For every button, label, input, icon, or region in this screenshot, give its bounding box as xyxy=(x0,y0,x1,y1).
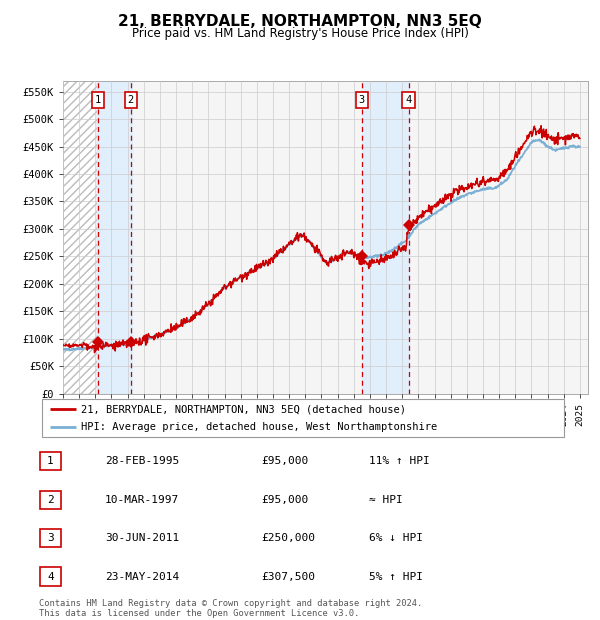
Text: £250,000: £250,000 xyxy=(261,533,315,543)
Bar xyxy=(63,81,97,394)
Text: 2: 2 xyxy=(128,95,134,105)
Text: 5% ↑ HPI: 5% ↑ HPI xyxy=(369,572,423,582)
Text: 2: 2 xyxy=(47,495,54,505)
Text: £95,000: £95,000 xyxy=(261,456,308,466)
Text: 6% ↓ HPI: 6% ↓ HPI xyxy=(369,533,423,543)
Bar xyxy=(97,81,131,394)
Text: 10-MAR-1997: 10-MAR-1997 xyxy=(105,495,179,505)
Text: £307,500: £307,500 xyxy=(261,572,315,582)
Text: 11% ↑ HPI: 11% ↑ HPI xyxy=(369,456,430,466)
Text: 3: 3 xyxy=(47,533,54,543)
Text: Contains HM Land Registry data © Crown copyright and database right 2024.
This d: Contains HM Land Registry data © Crown c… xyxy=(39,599,422,618)
Bar xyxy=(362,81,409,394)
Text: 4: 4 xyxy=(47,572,54,582)
Text: ≈ HPI: ≈ HPI xyxy=(369,495,403,505)
Text: 30-JUN-2011: 30-JUN-2011 xyxy=(105,533,179,543)
Text: 28-FEB-1995: 28-FEB-1995 xyxy=(105,456,179,466)
Text: 1: 1 xyxy=(95,95,101,105)
Text: 23-MAY-2014: 23-MAY-2014 xyxy=(105,572,179,582)
Text: 3: 3 xyxy=(359,95,365,105)
Text: Price paid vs. HM Land Registry's House Price Index (HPI): Price paid vs. HM Land Registry's House … xyxy=(131,27,469,40)
Text: 21, BERRYDALE, NORTHAMPTON, NN3 5EQ (detached house): 21, BERRYDALE, NORTHAMPTON, NN3 5EQ (det… xyxy=(81,404,406,414)
Text: 1: 1 xyxy=(47,456,54,466)
Text: 21, BERRYDALE, NORTHAMPTON, NN3 5EQ: 21, BERRYDALE, NORTHAMPTON, NN3 5EQ xyxy=(118,14,482,29)
Text: £95,000: £95,000 xyxy=(261,495,308,505)
Text: HPI: Average price, detached house, West Northamptonshire: HPI: Average price, detached house, West… xyxy=(81,422,437,432)
Text: 4: 4 xyxy=(406,95,412,105)
Bar xyxy=(63,81,97,394)
